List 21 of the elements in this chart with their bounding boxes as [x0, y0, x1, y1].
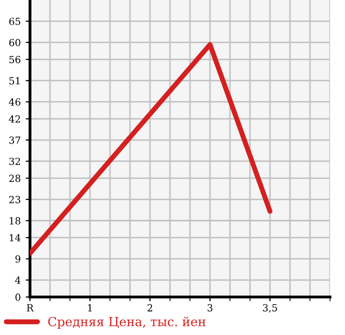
x-tick-label: 1	[88, 304, 92, 312]
y-tick-label: 42	[8, 115, 20, 122]
y-tick-label: 0	[15, 293, 20, 301]
x-tick-label: R	[26, 304, 34, 312]
x-tick-label: 3	[208, 304, 212, 312]
y-tick-label: 51	[9, 77, 20, 84]
y-tick-label: 23	[9, 196, 20, 204]
y-tick-label: 9	[15, 255, 20, 263]
y-tick-label: 14	[10, 234, 20, 242]
x-tick-label: 2	[148, 304, 152, 312]
y-tick-label: 56	[9, 56, 20, 64]
y-tick-label: 65	[9, 18, 20, 26]
legend-label: Средняя Цена, тыс. йен	[48, 316, 206, 329]
y-tick-label: 4	[15, 276, 20, 284]
y-tick-label: 32	[9, 158, 20, 166]
y-tick-label: 37	[9, 136, 20, 144]
y-tick-label: 18	[10, 217, 20, 224]
y-tick-label: 28	[9, 174, 20, 182]
y-tick-label: 60	[9, 38, 20, 46]
x-tick-label: 3,5	[263, 304, 277, 313]
y-tick-label: 46	[8, 98, 20, 106]
